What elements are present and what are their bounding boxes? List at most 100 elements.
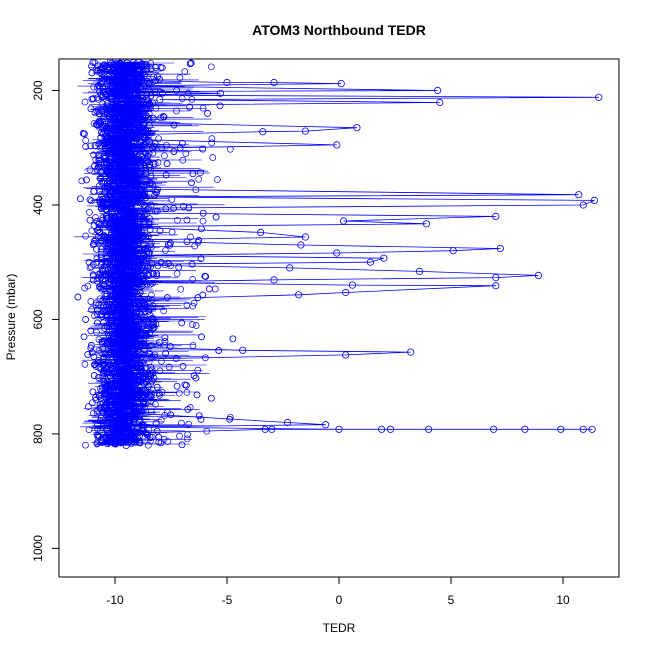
dense-data-point [109, 136, 117, 144]
dense-data-point [97, 168, 105, 175]
data-point [492, 273, 500, 282]
dense-data-point [157, 416, 165, 424]
dense-data-point [91, 109, 99, 117]
dense-data-point [104, 150, 112, 158]
dense-data-point [129, 342, 137, 350]
dense-data-point [113, 412, 120, 420]
data-point [415, 267, 424, 275]
dense-data-point [90, 240, 98, 247]
dense-data-point [101, 177, 109, 185]
dense-data-point [148, 296, 156, 303]
dense-data-point [131, 218, 138, 226]
dense-data-point [113, 306, 121, 314]
dense-data-point [141, 246, 149, 253]
data-point [133, 251, 141, 259]
dense-data-point [136, 169, 144, 177]
dense-data-point [147, 65, 155, 73]
dense-data-point [89, 271, 97, 278]
data-point [270, 276, 278, 284]
dense-data-point [144, 431, 152, 439]
dense-data-point [120, 180, 128, 188]
dense-data-point [141, 103, 149, 111]
dense-data-point [90, 409, 97, 417]
dense-data-point [141, 149, 149, 156]
dense-data-point [112, 153, 119, 161]
dense-data-point [126, 86, 133, 94]
dense-data-point [178, 139, 186, 147]
data-point [109, 101, 117, 110]
dense-data-point [118, 318, 126, 326]
dense-data-point [91, 142, 99, 149]
dense-data-point [86, 216, 94, 224]
dense-data-point [82, 316, 89, 323]
dense-data-point [134, 376, 142, 383]
chart-title: ATOM3 Northbound TEDR [252, 22, 426, 38]
dense-data-point [94, 425, 102, 433]
dense-data-point [120, 301, 128, 309]
dense-data-point [140, 300, 148, 307]
dense-data-point [183, 216, 191, 224]
dense-data-point [139, 192, 147, 200]
dense-data-point [111, 259, 118, 267]
dense-data-point [182, 150, 190, 157]
dense-data-point [130, 229, 138, 236]
dense-data-point [97, 80, 105, 88]
data-point [115, 323, 124, 331]
data-point [124, 343, 132, 351]
dense-data-point [161, 334, 169, 341]
dense-data-point [125, 380, 133, 388]
dense-data-point [121, 110, 129, 118]
dense-data-point [199, 217, 207, 225]
dense-data-point [132, 125, 140, 132]
dense-data-point [173, 382, 181, 390]
dense-data-point [79, 129, 87, 137]
dense-data-point [128, 143, 136, 150]
dense-data-point [116, 252, 123, 260]
dense-data-point [128, 259, 135, 267]
series-line [94, 61, 599, 446]
dense-data-point [95, 120, 103, 128]
dense-data-point [131, 76, 139, 83]
dense-data-point [129, 118, 137, 125]
dense-data-point [115, 391, 123, 399]
dense-data-point [198, 333, 205, 341]
data-point [111, 173, 119, 182]
dense-data-point [116, 424, 124, 432]
dense-data-point [181, 381, 189, 389]
dense-data-point [106, 361, 114, 369]
dense-data-point [106, 349, 114, 357]
dense-data-point [139, 124, 147, 132]
dense-data-point [84, 403, 92, 410]
dense-data-point [111, 208, 118, 216]
dense-data-point [155, 135, 162, 143]
dense-data-point [112, 101, 119, 109]
dense-data-point [119, 212, 127, 220]
dense-data-point [131, 175, 139, 183]
dense-data-point [128, 235, 135, 243]
dense-data-point [143, 65, 151, 73]
data-point [147, 179, 155, 187]
dense-data-point [186, 60, 194, 67]
data-point [93, 439, 101, 447]
dense-data-point [142, 318, 150, 326]
y-tick-label: 800 [31, 424, 45, 444]
dense-data-point [162, 205, 170, 213]
dense-data-point [103, 257, 111, 265]
dense-data-point [189, 170, 197, 178]
dense-data-point [128, 295, 136, 302]
dense-data-point [111, 400, 119, 408]
dense-data-point [119, 349, 127, 357]
dense-data-point [144, 318, 152, 326]
dense-data-point [148, 377, 156, 385]
dense-data-point [148, 315, 156, 322]
data-point [286, 264, 294, 272]
dense-data-point [136, 367, 143, 375]
dense-data-point [95, 374, 102, 381]
dense-data-point [160, 113, 168, 121]
data-point [104, 337, 112, 345]
dense-data-point [98, 387, 106, 395]
dense-data-point [99, 93, 106, 101]
dense-data-point [108, 95, 116, 102]
dense-data-point [102, 137, 109, 145]
dense-data-point [121, 266, 128, 274]
